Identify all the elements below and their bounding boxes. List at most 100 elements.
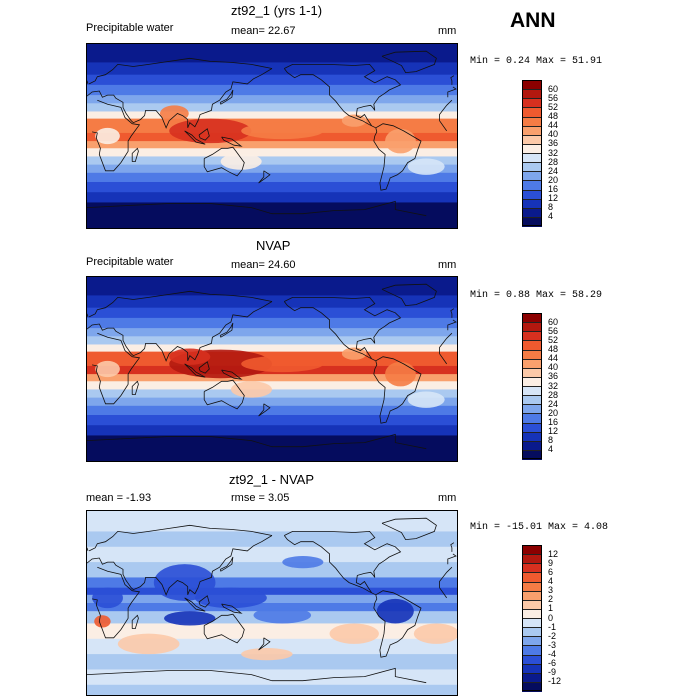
colorbar-tick-label: 40 xyxy=(548,129,559,140)
colorbar-tick-label: 12 xyxy=(548,548,559,559)
coastline xyxy=(381,50,437,74)
panel3-minmax: Min = -15.01 Max = 4.08 xyxy=(470,522,609,533)
field-band xyxy=(87,669,457,686)
panel3-title: zt92_1 - NVAP xyxy=(229,472,315,487)
colorbar-tick-label: 4 xyxy=(548,211,554,222)
coastline xyxy=(439,120,448,132)
colorbar-tick-label: 56 xyxy=(548,92,559,103)
season-label: ANN xyxy=(510,9,556,32)
field-blob xyxy=(164,611,216,626)
coastline xyxy=(88,290,273,318)
colorbar-tick-label: 48 xyxy=(548,344,559,354)
coastline xyxy=(203,146,245,177)
field-blob xyxy=(117,633,180,655)
field-band xyxy=(87,111,457,120)
field-band xyxy=(87,317,457,329)
colorbar-swatch xyxy=(522,663,542,674)
colorbar-tick-label: 28 xyxy=(548,156,559,167)
colorbar-tick-label: 24 xyxy=(548,398,559,409)
coastline xyxy=(283,63,402,129)
field-blob xyxy=(159,105,189,122)
colorbar-tick-label: -4 xyxy=(548,649,557,659)
field-blob xyxy=(95,127,120,145)
colorbar-swatch xyxy=(522,376,542,387)
field-band xyxy=(87,202,457,228)
panel1-field-label: Precipitable water xyxy=(86,22,174,34)
colorbar-tick-label: 20 xyxy=(548,407,559,418)
colorbar-swatch xyxy=(522,590,542,601)
coastline xyxy=(447,86,457,98)
field-blob xyxy=(241,647,293,661)
field-band xyxy=(87,562,457,578)
colorbar-tick-label: 52 xyxy=(548,334,559,345)
colorbar-swatch xyxy=(522,180,542,191)
field-blob xyxy=(385,361,416,387)
coastline xyxy=(198,128,210,141)
field-band xyxy=(87,182,457,193)
panel1-map xyxy=(86,43,458,229)
colorbar-swatch xyxy=(522,572,542,583)
coastline xyxy=(87,436,273,448)
colorbar-tick-label: 6 xyxy=(548,566,554,577)
colorbar-swatch xyxy=(522,116,542,127)
coastline xyxy=(450,308,455,318)
colorbar-swatch xyxy=(522,627,542,638)
panel1-colorbar: 60 56 52 48 44 40 36 32 28 24 20 16 12 8 4 xyxy=(522,80,582,227)
field-band xyxy=(87,156,457,166)
colorbar-tick-label: 48 xyxy=(548,111,559,121)
colorbar-swatch xyxy=(522,618,542,629)
colorbar-swatch xyxy=(522,599,542,610)
colorbar-swatch xyxy=(522,322,542,333)
coastline xyxy=(87,313,89,318)
colorbar-swatch xyxy=(522,367,542,378)
colorbar-tick-label: 16 xyxy=(548,184,559,194)
colorbar-tick-label: 0 xyxy=(548,612,554,623)
colorbar-swatch xyxy=(522,171,542,182)
field-blob xyxy=(94,615,111,628)
coastline xyxy=(184,130,206,145)
colorbar-tick-label: 4 xyxy=(548,576,554,586)
coastline xyxy=(439,332,453,354)
field-band xyxy=(87,546,457,563)
panel2-units: mm xyxy=(438,259,457,271)
colorbar-tick-label: -2 xyxy=(548,630,557,641)
field-band xyxy=(87,44,457,63)
colorbar-swatch xyxy=(522,563,542,574)
coastline xyxy=(87,535,273,596)
field-band xyxy=(87,141,457,149)
coastline xyxy=(272,433,427,450)
colorbar-tick-label: 16 xyxy=(548,417,559,427)
colorbar-tick-label: 24 xyxy=(548,165,559,176)
colorbar-tick-label: -12 xyxy=(548,676,562,687)
panel3-rmse: rmse = 3.05 xyxy=(231,492,290,504)
colorbar-tick-label: 32 xyxy=(548,380,559,391)
field-band xyxy=(87,344,457,353)
field-band xyxy=(87,587,457,596)
panel1-minmax: Min = 0.24 Max = 51.91 xyxy=(470,56,603,67)
colorbar-swatch xyxy=(522,198,542,209)
field-band xyxy=(87,577,457,589)
field-blob xyxy=(95,360,120,378)
field-band xyxy=(87,164,457,174)
field-band xyxy=(87,95,457,104)
field-blob xyxy=(282,555,324,569)
coastline xyxy=(258,170,271,184)
field-band xyxy=(87,192,457,203)
coastline xyxy=(184,363,206,378)
coastline xyxy=(131,614,139,629)
field-band xyxy=(87,594,457,604)
field-band xyxy=(87,603,457,612)
coastline xyxy=(198,595,210,608)
colorbar-swatch xyxy=(522,422,542,433)
colorbar-swatch xyxy=(522,98,542,109)
panel2-minmax: Min = 0.88 Max = 58.29 xyxy=(470,290,603,301)
field-blob xyxy=(407,158,445,175)
panel2-mean: mean= 24.60 xyxy=(231,259,296,271)
colorbar-swatch xyxy=(522,413,542,424)
coastline xyxy=(131,380,139,395)
colorbar-tick-label: 32 xyxy=(548,147,559,158)
colorbar-tick-label: 36 xyxy=(548,138,559,149)
field-blob xyxy=(169,118,252,144)
colorbar-tick-label: 12 xyxy=(548,193,559,204)
field-band xyxy=(87,684,457,695)
